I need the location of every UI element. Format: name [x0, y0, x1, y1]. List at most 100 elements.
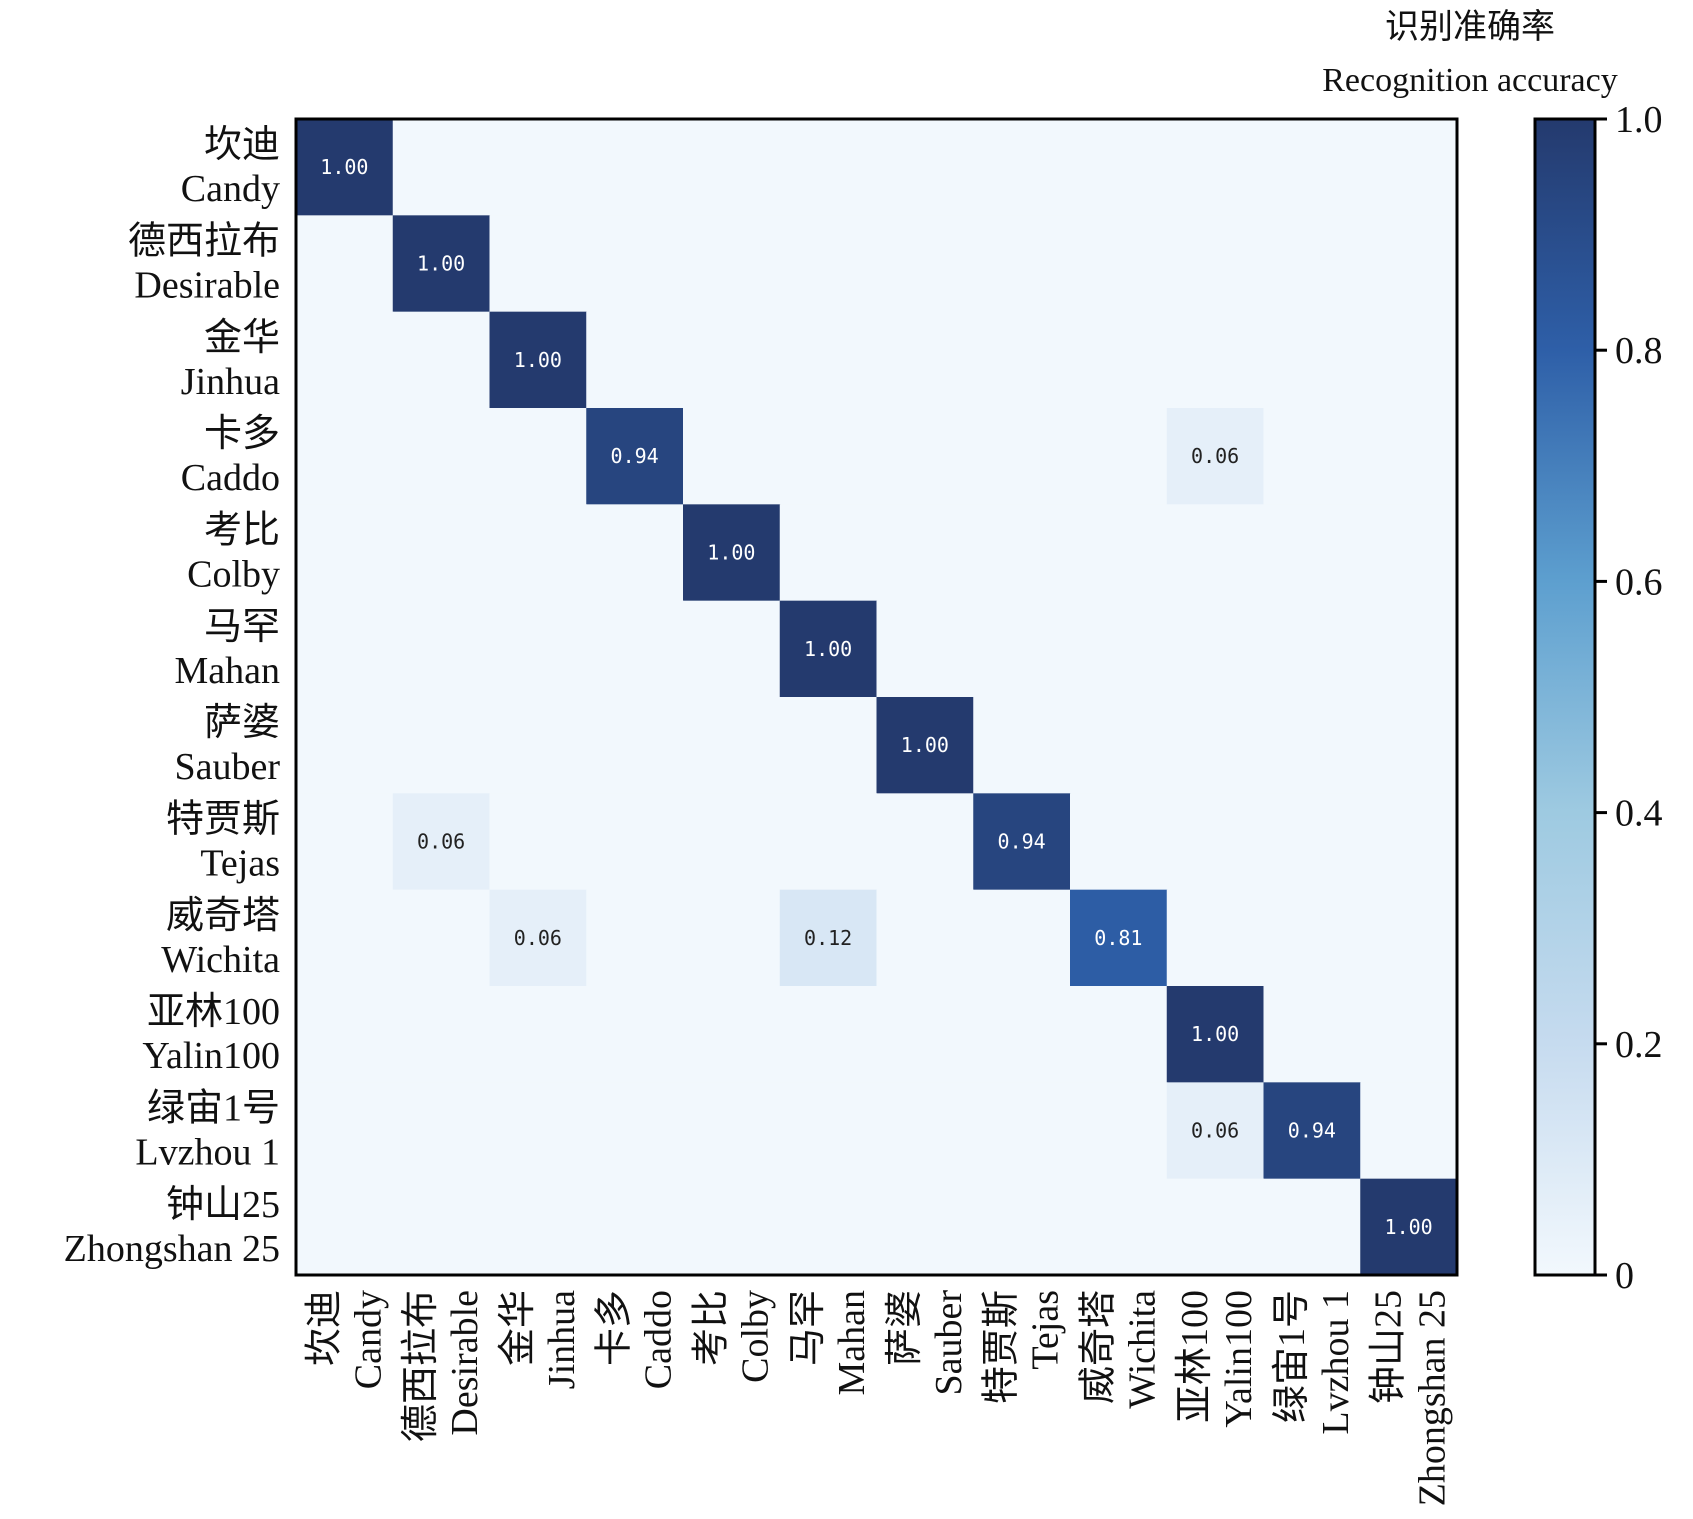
cell-value-label: 0.94: [1288, 1119, 1336, 1143]
x-tick-label-cn: 亚林100: [1174, 1290, 1216, 1423]
heatmap-cell: [779, 600, 878, 698]
x-tick-label-en: Sauber: [928, 1290, 970, 1396]
heatmap-cell: [586, 504, 684, 602]
heatmap-cell: [296, 697, 394, 794]
x-tick-label-cn: 卡多: [594, 1290, 636, 1366]
heatmap-cell: [1263, 697, 1361, 794]
heatmap-cell: [683, 311, 781, 409]
y-tick-label-cn: 卡多: [204, 413, 280, 455]
x-tick-label-en: Yalin100: [1218, 1290, 1260, 1428]
heatmap-cell: [392, 311, 491, 409]
heatmap-cell: [586, 311, 684, 409]
heatmap-cell: [1263, 1082, 1361, 1180]
heatmap-cell: [489, 697, 587, 794]
heatmap-cell: [296, 600, 394, 698]
heatmap-cell: [683, 408, 781, 505]
x-tick-label-cn: 金华: [497, 1290, 539, 1366]
heatmap-cell: [973, 408, 1071, 505]
heatmap-cell: [683, 119, 781, 216]
heatmap-cell: [489, 119, 587, 216]
cell-value-label: 0.06: [1191, 444, 1239, 468]
y-tick-label-cn: 威奇塔: [166, 895, 280, 937]
y-tick-label-en: Lvzhou 1: [135, 1132, 280, 1174]
heatmap-cell: [296, 311, 394, 409]
heatmap-cell: [296, 793, 394, 891]
heatmap-cell: [973, 1178, 1071, 1276]
heatmap-cell: [1166, 311, 1265, 409]
x-tick-label-en: Lvzhou 1: [1315, 1290, 1357, 1435]
heatmap-cell: [586, 1082, 684, 1180]
heatmap-cell: [489, 1178, 587, 1276]
heatmap-cell: [1263, 793, 1361, 891]
colorbar-tick-label: 0.8: [1615, 330, 1663, 372]
heatmap-cell: [586, 697, 684, 794]
x-tick-label-cn: 坎迪: [303, 1290, 345, 1366]
heatmap-cell: [1360, 1082, 1458, 1180]
x-tick-label-en: Jinhua: [541, 1290, 583, 1389]
x-tick-label-en: Zhongshan 25: [1412, 1290, 1454, 1506]
heatmap-cell: [1360, 119, 1458, 216]
y-tick-label-cn: 绿宙1号: [147, 1088, 280, 1130]
heatmap-cell: [1360, 215, 1458, 313]
heatmap-cell: [779, 986, 878, 1083]
heatmap-cell: [973, 697, 1071, 794]
heatmap-cell: [1263, 119, 1361, 216]
heatmap-cell: [489, 215, 587, 313]
heatmap-cell: [1263, 889, 1361, 987]
x-tick-label-cn: 绿宙1号: [1271, 1290, 1313, 1423]
heatmap-cell: [1166, 793, 1265, 891]
y-tick-label-cn: 特贾斯: [166, 799, 280, 841]
heatmap-cell: [683, 697, 781, 794]
cell-value-label: 1.00: [417, 252, 465, 276]
y-tick-label-cn: 马罕: [204, 606, 280, 648]
heatmap-cell: [1070, 697, 1168, 794]
heatmap-cell: [296, 119, 394, 216]
colorbar-tick-label: 1.0: [1615, 99, 1663, 141]
heatmap-cell: [876, 986, 974, 1083]
heatmap-cell: [876, 1178, 974, 1276]
heatmap-cell: [876, 697, 974, 794]
heatmap-cell: [1166, 697, 1265, 794]
x-tick-label-cn: 萨婆: [884, 1290, 926, 1366]
heatmap-cell: [779, 1178, 878, 1276]
heatmap-cell: [1360, 986, 1458, 1083]
heatmap-cell: [683, 986, 781, 1083]
x-tick-label-en: Mahan: [831, 1290, 873, 1396]
heatmap-cell: [489, 600, 587, 698]
heatmap-cell: [586, 119, 684, 216]
y-tick-label-en: Colby: [187, 554, 280, 596]
heatmap-cell: [683, 600, 781, 698]
heatmap-cells: [296, 119, 1458, 1276]
heatmap-cell: [1166, 215, 1265, 313]
heatmap-cell: [683, 889, 781, 987]
colorbar-tick-label: 0.4: [1615, 793, 1663, 835]
heatmap-cell: [1360, 889, 1458, 987]
heatmap-cell: [973, 889, 1071, 987]
heatmap-cell: [392, 1178, 491, 1276]
y-tick-label-cn: 钟山25: [166, 1184, 280, 1226]
heatmap-cell: [876, 600, 974, 698]
heatmap-cell: [392, 986, 491, 1083]
heatmap-cell: [1263, 986, 1361, 1083]
heatmap-cell: [586, 793, 684, 891]
heatmap-cell: [973, 215, 1071, 313]
heatmap-cell: [392, 697, 491, 794]
heatmap-cell: [1263, 408, 1361, 505]
heatmap-cell: [1263, 311, 1361, 409]
heatmap-cell: [489, 311, 587, 409]
colorbar-fill: [1535, 119, 1595, 1275]
cell-value-label: 1.00: [514, 348, 562, 372]
heatmap-cell: [973, 793, 1071, 891]
heatmap-cell: [1070, 119, 1168, 216]
heatmap-cell: [973, 1082, 1071, 1180]
heatmap-cell: [1070, 793, 1168, 891]
heatmap-cell: [586, 889, 684, 987]
heatmap-cell: [779, 119, 878, 216]
x-tick-label-en: Wichita: [1121, 1290, 1163, 1409]
y-tick-label-cn: 考比: [204, 510, 280, 552]
x-axis-labels: 坎迪 Candy 德西拉布 Desirable 金华 Jinhua 卡多 Caddo 考比 Col…: [303, 1290, 1453, 1507]
cell-value-label: 1.00: [1385, 1215, 1433, 1239]
colorbar-ticks: 0 0.2 0.4 0.6 0.8 1.0: [1595, 99, 1663, 1297]
cell-value-label: 1.00: [320, 155, 368, 179]
